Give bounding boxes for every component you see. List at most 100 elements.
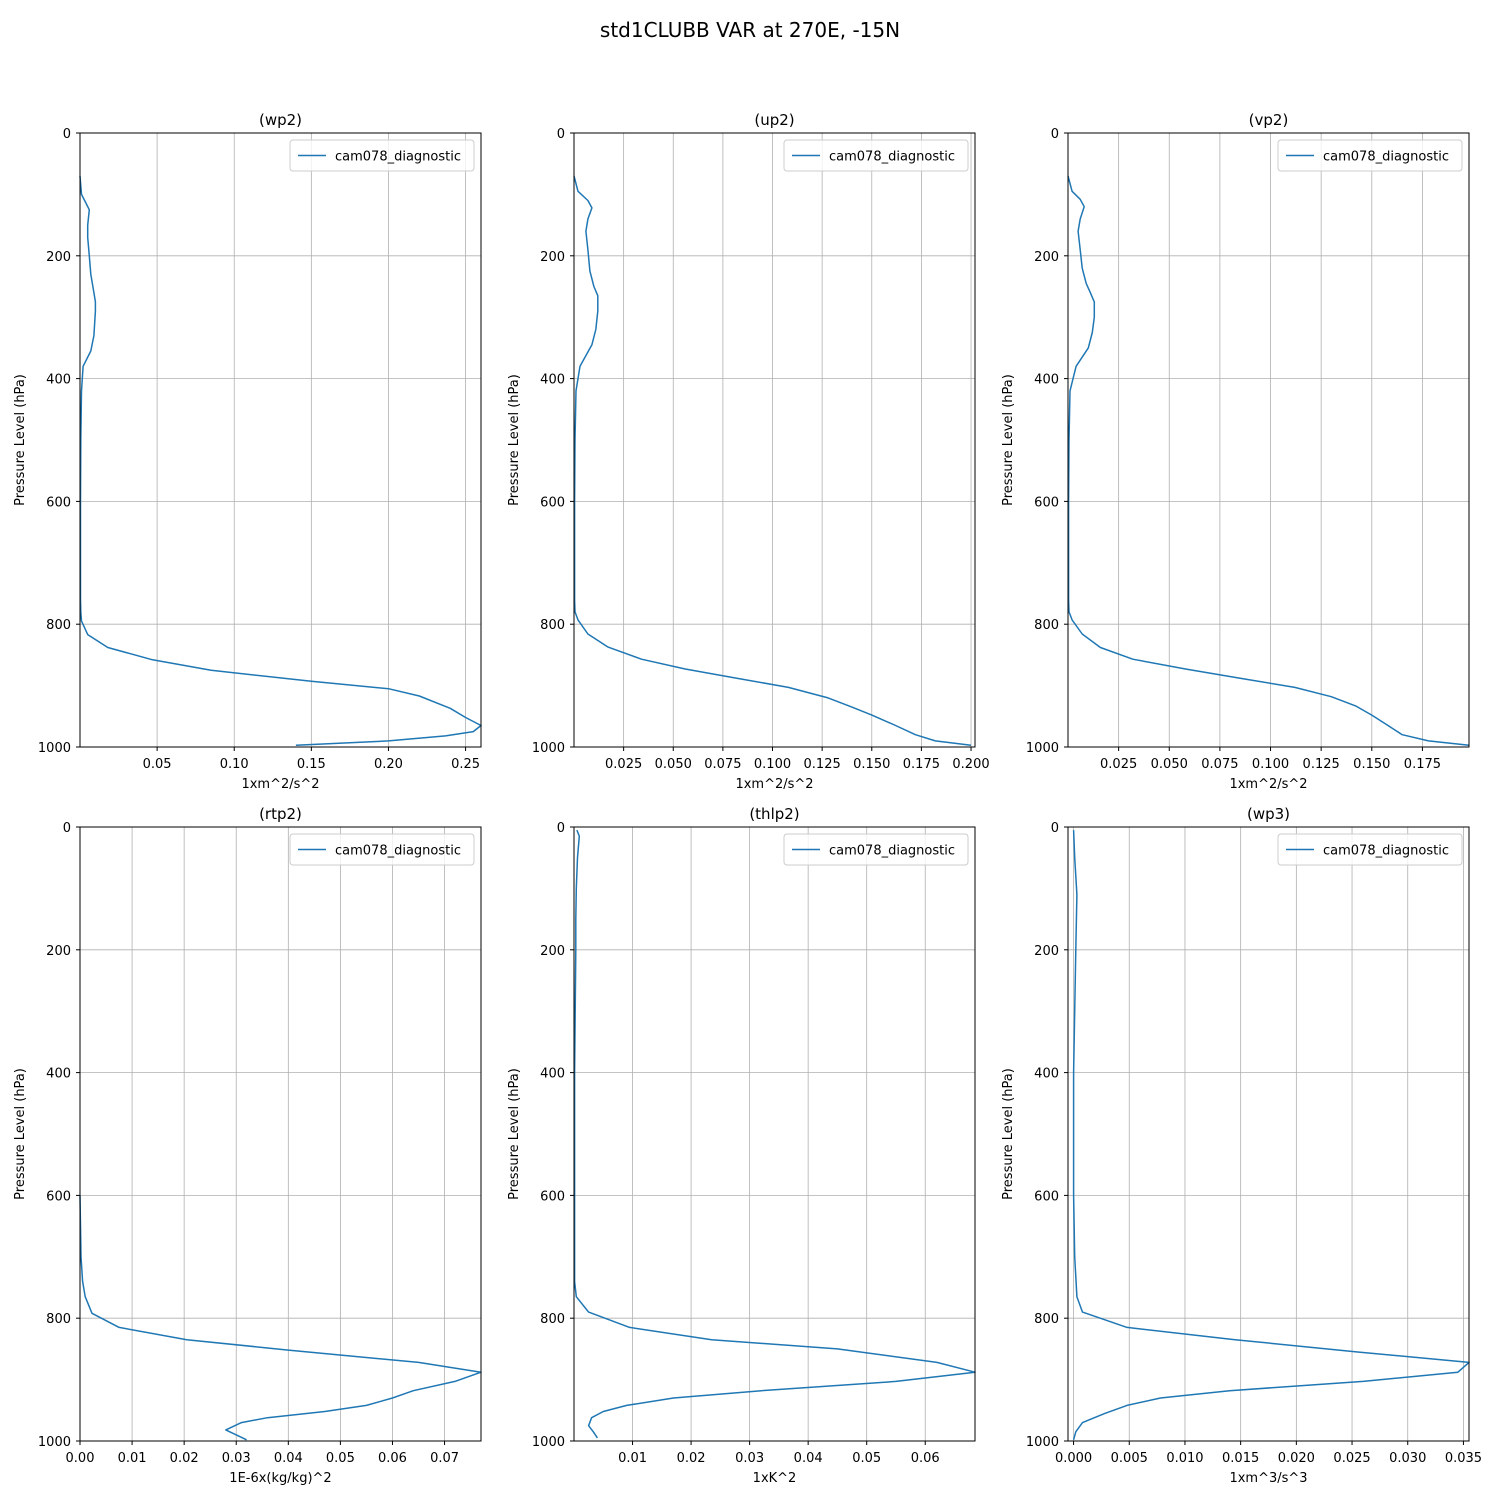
y-axis-label: Pressure Level (hPa) xyxy=(1001,374,1016,506)
x-tick-label: 0.01 xyxy=(118,1451,147,1466)
y-tick-label: 1000 xyxy=(532,1435,565,1450)
y-tick-label: 1000 xyxy=(38,1435,71,1450)
legend-box xyxy=(1277,139,1463,172)
x-tick-label: 0.035 xyxy=(1445,1451,1482,1466)
x-axis-label: 1xK^2 xyxy=(753,1471,797,1486)
x-tick-label: 0.04 xyxy=(274,1451,303,1466)
subplot-4: 0.00 0.01 0.02 0.03 0.04 0.05 0.06 0.07 0 200 400 6… xyxy=(13,805,482,1486)
x-tick-label: 0.010 xyxy=(1166,1451,1203,1466)
x-tick-label: 0.05 xyxy=(852,1451,881,1466)
x-tick-label: 0.175 xyxy=(1404,757,1441,772)
y-axis-label: Pressure Level (hPa) xyxy=(507,374,522,506)
y-axis-label: Pressure Level (hPa) xyxy=(13,374,28,506)
y-tick-label: 1000 xyxy=(1026,741,1059,756)
legend: cam078_diagnostic xyxy=(289,833,475,866)
figure-title: std1CLUBB VAR at 270E, -15N xyxy=(600,18,900,42)
legend: cam078_diagnostic xyxy=(1277,833,1463,866)
legend-box xyxy=(783,833,969,866)
y-tick-label: 400 xyxy=(46,373,71,388)
subplot-title: (rtp2) xyxy=(259,805,302,823)
x-tick-label: 0.25 xyxy=(451,757,480,772)
x-tick-label: 0.10 xyxy=(220,757,249,772)
legend: cam078_diagnostic xyxy=(289,139,475,172)
plot-frame xyxy=(1067,132,1470,748)
series-line-cam078_diagnostic xyxy=(573,175,972,746)
y-tick-label: 800 xyxy=(46,618,71,633)
y-tick-label: 800 xyxy=(1034,1312,1059,1327)
x-tick-label: 0.015 xyxy=(1222,1451,1259,1466)
legend: cam078_diagnostic xyxy=(783,833,969,866)
x-tick-label: 0.05 xyxy=(326,1451,355,1466)
legend-label: cam078_diagnostic xyxy=(829,150,955,165)
y-tick-label: 200 xyxy=(46,944,71,959)
y-tick-label: 600 xyxy=(540,1189,565,1204)
y-tick-label: 800 xyxy=(46,1312,71,1327)
x-tick-label: 0.06 xyxy=(911,1451,940,1466)
y-axis-label: Pressure Level (hPa) xyxy=(507,1068,522,1200)
y-tick-label: 0 xyxy=(1051,821,1059,836)
y-tick-label: 200 xyxy=(1034,250,1059,265)
x-axis-label: 1E-6x(kg/kg)^2 xyxy=(229,1471,331,1486)
x-tick-label: 0.15 xyxy=(297,757,326,772)
x-tick-label: 0.100 xyxy=(1252,757,1289,772)
subplot-2: 0.025 0.050 0.075 0.100 0.125 0.150 0.175 0.200… xyxy=(507,111,990,792)
x-tick-label: 0.025 xyxy=(1100,757,1137,772)
x-tick-label: 0.050 xyxy=(1151,757,1188,772)
legend-label: cam078_diagnostic xyxy=(335,844,461,859)
legend-label: cam078_diagnostic xyxy=(1323,150,1449,165)
legend-box xyxy=(783,139,969,172)
x-tick-label: 0.075 xyxy=(704,757,741,772)
y-tick-label: 400 xyxy=(1034,373,1059,388)
y-axis-label: Pressure Level (hPa) xyxy=(1001,1068,1016,1200)
x-tick-label: 0.175 xyxy=(903,757,940,772)
legend-box xyxy=(289,139,475,172)
subplot-title: (up2) xyxy=(754,111,794,129)
x-tick-label: 0.150 xyxy=(1353,757,1390,772)
y-tick-label: 200 xyxy=(1034,944,1059,959)
x-tick-label: 0.000 xyxy=(1055,1451,1092,1466)
subplot-title: (thlp2) xyxy=(749,805,799,823)
x-tick-label: 0.050 xyxy=(655,757,692,772)
x-axis-label: 1xm^2/s^2 xyxy=(735,777,813,792)
x-tick-label: 0.02 xyxy=(677,1451,706,1466)
x-tick-label: 0.020 xyxy=(1278,1451,1315,1466)
x-axis-label: 1xm^2/s^2 xyxy=(241,777,319,792)
plot-frame xyxy=(79,132,482,748)
x-tick-label: 0.005 xyxy=(1111,1451,1148,1466)
subplot-3: 0.025 0.050 0.075 0.100 0.125 0.150 0.175 0 200 4… xyxy=(1001,111,1470,792)
x-tick-label: 0.00 xyxy=(66,1451,95,1466)
y-tick-label: 600 xyxy=(46,1189,71,1204)
y-tick-label: 400 xyxy=(1034,1067,1059,1082)
y-tick-label: 0 xyxy=(1051,127,1059,142)
y-tick-label: 600 xyxy=(1034,1189,1059,1204)
y-tick-label: 600 xyxy=(540,495,565,510)
x-axis-label: 1xm^2/s^2 xyxy=(1229,777,1307,792)
y-axis-label: Pressure Level (hPa) xyxy=(13,1068,28,1200)
x-tick-label: 0.200 xyxy=(952,757,989,772)
subplot-grid: 0.05 0.10 0.15 0.20 0.25 0 200 400 600 800 1000 (wp… xyxy=(13,111,1482,1486)
x-tick-label: 0.06 xyxy=(378,1451,407,1466)
x-tick-label: 0.075 xyxy=(1201,757,1238,772)
x-axis-label: 1xm^3/s^3 xyxy=(1229,1471,1307,1486)
legend-box xyxy=(1277,833,1463,866)
subplot-title: (vp2) xyxy=(1249,111,1289,129)
plot-frame xyxy=(1067,826,1470,1442)
y-tick-label: 1000 xyxy=(1026,1435,1059,1450)
y-tick-label: 800 xyxy=(1034,618,1059,633)
legend: cam078_diagnostic xyxy=(783,139,969,172)
series-line-cam078_diagnostic xyxy=(573,829,976,1439)
plot-frame xyxy=(573,826,976,1442)
y-tick-label: 600 xyxy=(46,495,71,510)
x-tick-label: 0.04 xyxy=(794,1451,823,1466)
x-tick-label: 0.125 xyxy=(1303,757,1340,772)
x-tick-label: 0.07 xyxy=(430,1451,459,1466)
x-tick-label: 0.150 xyxy=(853,757,890,772)
y-tick-label: 1000 xyxy=(532,741,565,756)
plot-frame xyxy=(573,132,976,748)
subplot-5: 0.01 0.02 0.03 0.04 0.05 0.06 0 200 400 600 800 100… xyxy=(507,805,976,1486)
x-tick-label: 0.030 xyxy=(1389,1451,1426,1466)
x-tick-label: 0.025 xyxy=(605,757,642,772)
x-tick-label: 0.025 xyxy=(1333,1451,1370,1466)
legend-box xyxy=(289,833,475,866)
